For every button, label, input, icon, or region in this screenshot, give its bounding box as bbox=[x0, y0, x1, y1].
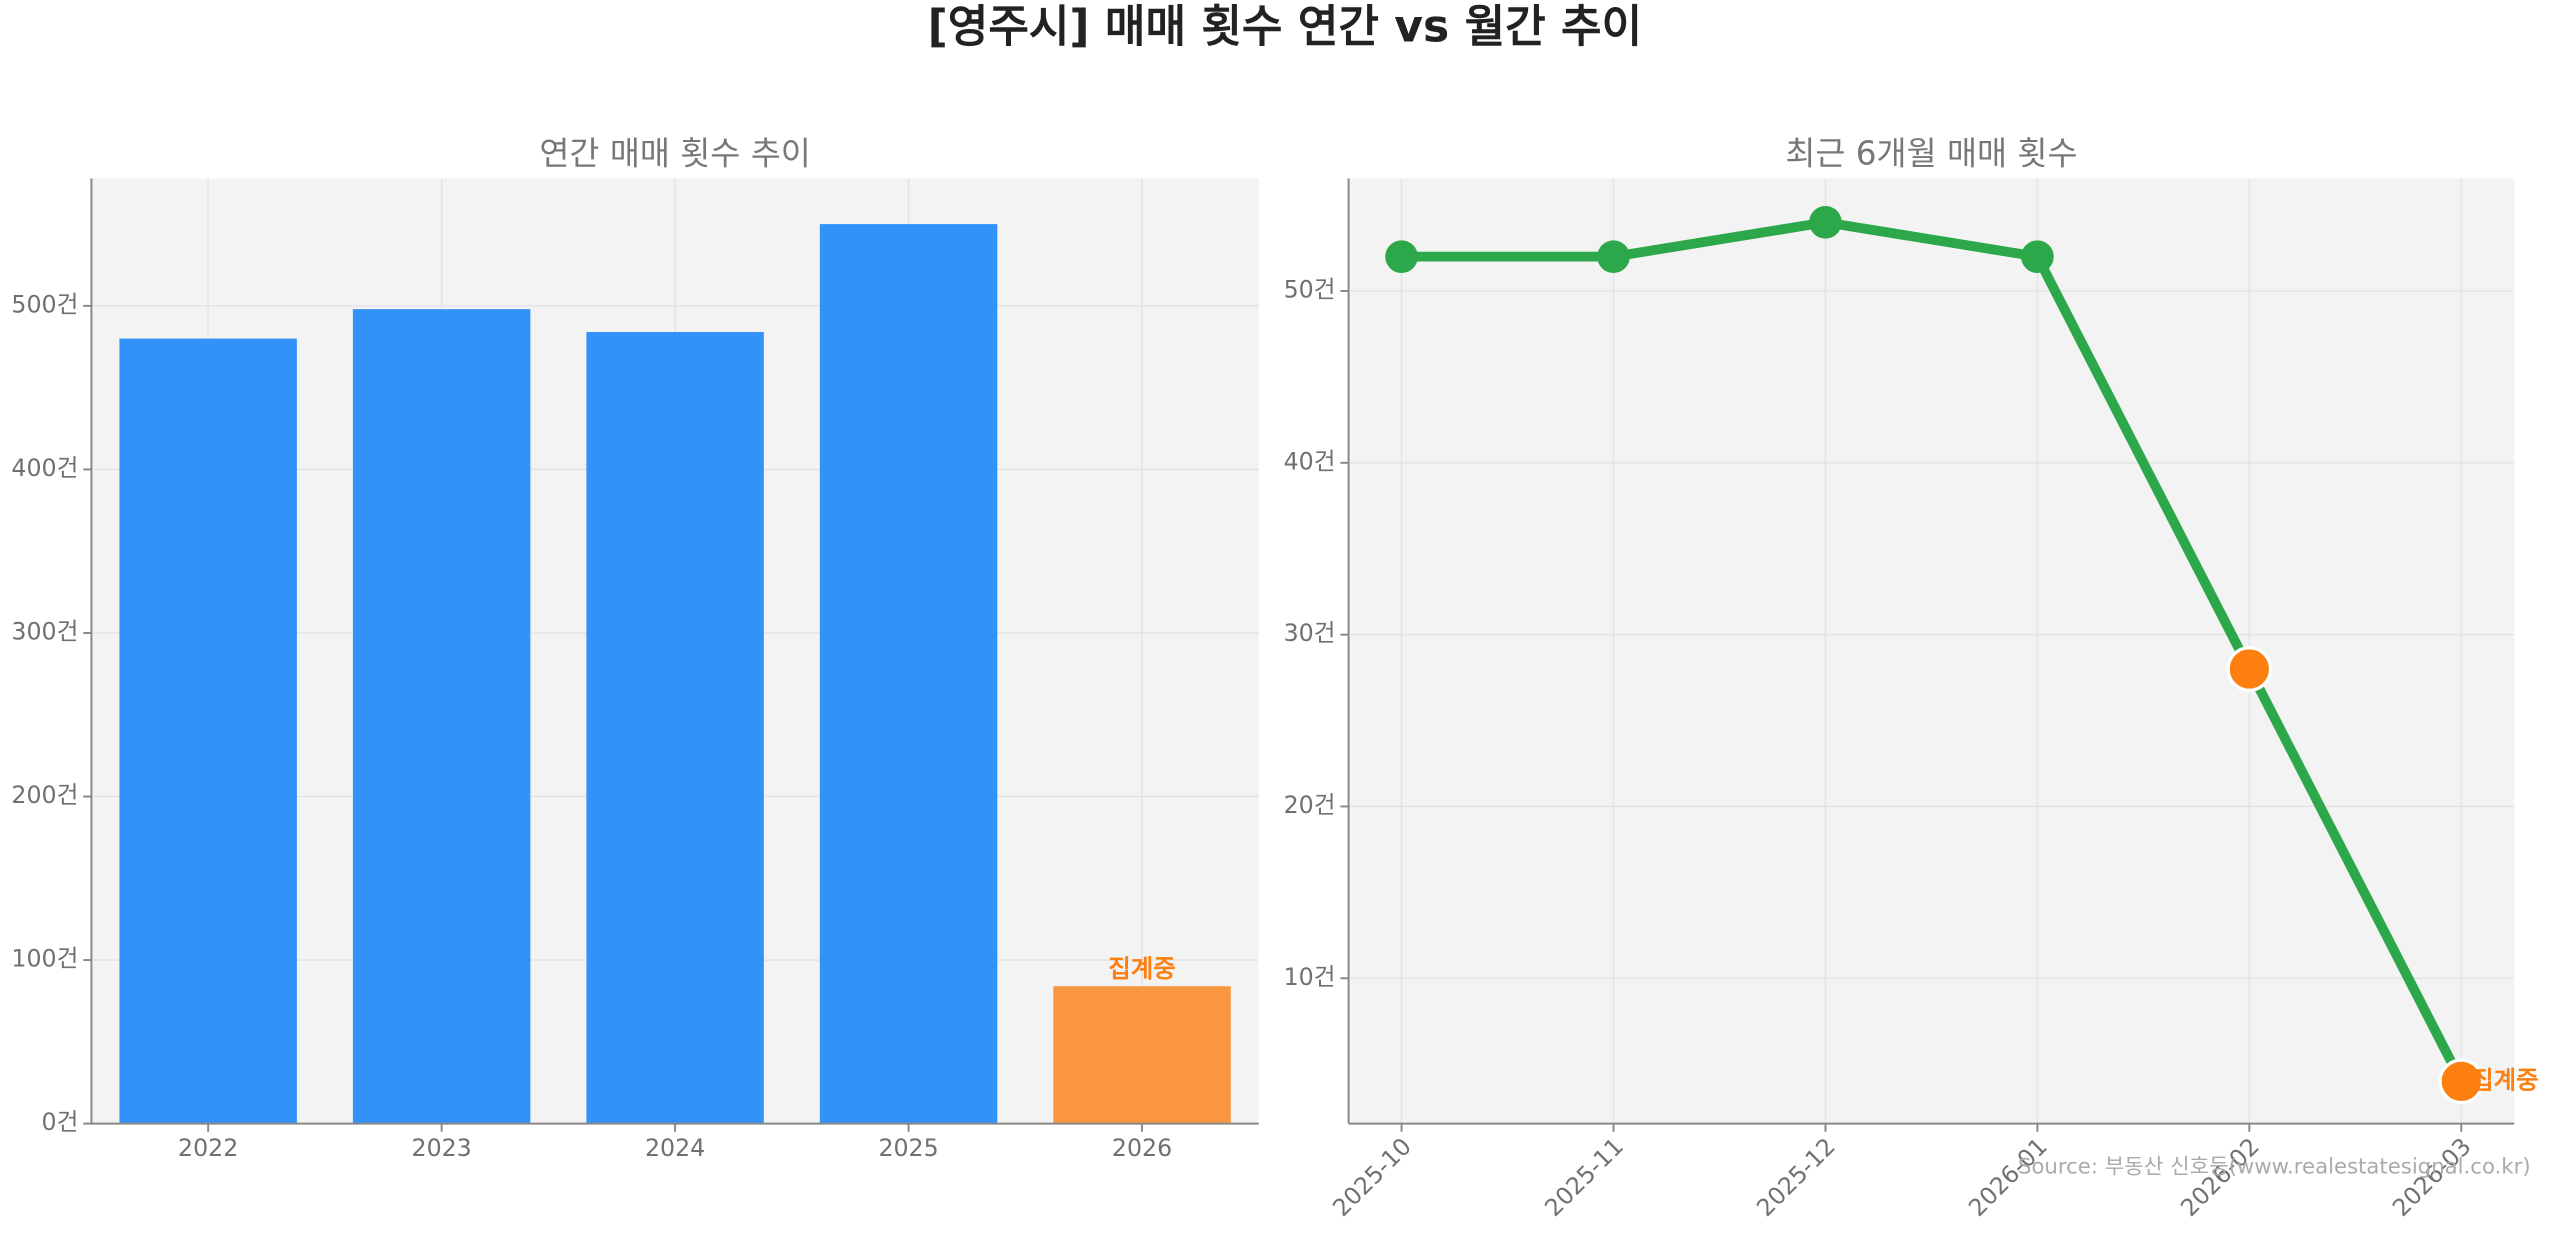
x-tick-label: 2025 bbox=[878, 1134, 938, 1162]
plot-area bbox=[1348, 178, 2515, 1124]
y-tick-label: 50건 bbox=[1284, 276, 1336, 304]
annotation: 집계중 bbox=[1108, 954, 1176, 983]
chart-title: 연간 매매 횟수 추이 bbox=[539, 134, 810, 172]
x-tick-label: 2025-10 bbox=[1327, 1132, 1417, 1222]
bar bbox=[586, 332, 764, 1124]
main-title: [영주시] 매매 횟수 연간 vs 월간 추이 bbox=[928, 2, 1643, 53]
x-tick-label: 2024 bbox=[645, 1134, 705, 1162]
x-tick-label: 2025-11 bbox=[1539, 1132, 1629, 1222]
bar bbox=[119, 338, 297, 1124]
y-tick-label: 500건 bbox=[11, 290, 78, 318]
source-note: Source: 부동산 신호등(www.realestatesignal.co.… bbox=[2018, 1155, 2531, 1180]
y-tick-label: 30건 bbox=[1284, 619, 1336, 647]
bar bbox=[352, 309, 531, 1124]
point bbox=[1597, 240, 1630, 273]
y-tick-label: 200건 bbox=[11, 781, 78, 809]
x-tick-label: 2022 bbox=[178, 1134, 238, 1162]
point bbox=[1809, 205, 1842, 239]
point bbox=[2438, 1058, 2485, 1105]
point bbox=[1385, 240, 1418, 273]
x-tick-label: 2026 bbox=[1112, 1134, 1172, 1162]
chart-title: 최근 6개월 매매 횟수 bbox=[1785, 134, 2077, 172]
y-tick-label: 10건 bbox=[1284, 963, 1336, 991]
point bbox=[2021, 240, 2054, 273]
annotation: 집계중 bbox=[2471, 1065, 2539, 1094]
x-tick-label: 2025-12 bbox=[1751, 1132, 1841, 1222]
x-tick-label: 2023 bbox=[412, 1134, 472, 1162]
point bbox=[2226, 646, 2273, 692]
y-tick-label: 20건 bbox=[1284, 791, 1336, 819]
y-tick-label: 300건 bbox=[11, 617, 78, 645]
bar bbox=[1053, 986, 1231, 1124]
y-tick-label: 40건 bbox=[1284, 447, 1336, 475]
y-tick-label: 100건 bbox=[11, 945, 78, 973]
line bbox=[1401, 217, 2466, 1084]
y-tick-label: 400건 bbox=[11, 454, 78, 482]
bar bbox=[819, 224, 998, 1124]
y-tick-label: 0건 bbox=[42, 1108, 79, 1136]
